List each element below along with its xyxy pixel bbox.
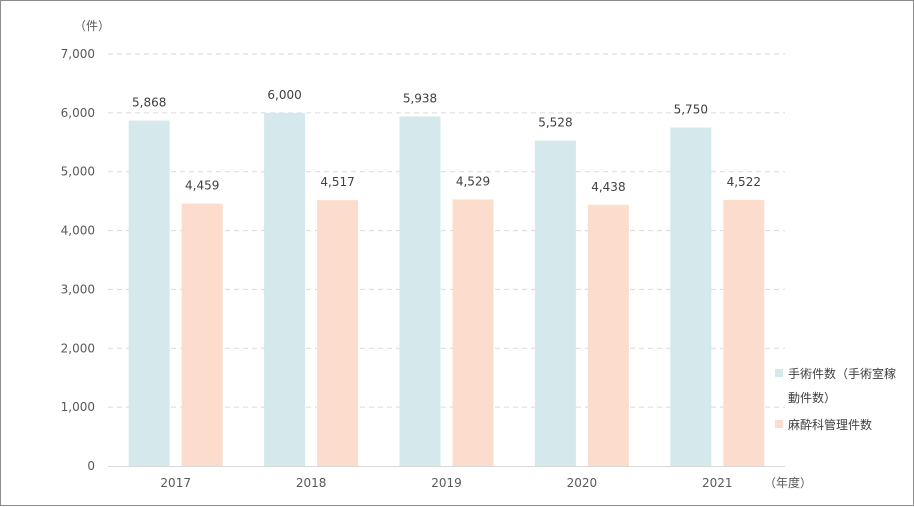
legend-label: 麻酔科管理件数: [788, 417, 872, 432]
y-tick-label: 0: [87, 459, 95, 473]
bar-series-2: [587, 204, 629, 467]
data-label: 4,522: [727, 175, 761, 189]
bar-series-1: [128, 120, 170, 467]
data-label: 5,528: [538, 116, 572, 130]
y-axis-ticks: 0 1,000 2,000 3,000 4,000 5,000 6,000 7,000: [61, 47, 95, 473]
data-label: 6,000: [267, 88, 301, 102]
value-labels: 5,868 4,459 6,000 4,517 5,938 4,529 5,528 4,438…: [132, 88, 761, 194]
bar-series-1: [399, 116, 441, 466]
legend-swatch: [775, 420, 783, 428]
x-tick-label: 2020: [567, 476, 598, 490]
bar-series-2: [317, 200, 359, 467]
y-tick-label: 6,000: [61, 106, 95, 120]
y-tick-label: 5,000: [61, 165, 95, 179]
data-label: 4,459: [185, 179, 219, 193]
bar-series-1: [264, 112, 306, 466]
legend-label: 手術件数（手術室稼: [788, 366, 896, 381]
bar-series-1: [670, 127, 712, 467]
x-tick-label: 2018: [296, 476, 327, 490]
data-label: 4,438: [591, 180, 625, 194]
y-tick-label: 1,000: [61, 400, 95, 414]
data-label: 4,517: [320, 175, 354, 189]
data-label: 4,529: [456, 174, 490, 188]
y-tick-label: 3,000: [61, 282, 95, 296]
x-axis-unit: （年度）: [764, 475, 812, 490]
legend-label: 動件数）: [788, 390, 836, 405]
x-tick-label: 2017: [160, 476, 191, 490]
data-label: 5,868: [132, 96, 166, 110]
bar-series-2: [452, 199, 494, 466]
x-axis-ticks: 2017 2018 2019 2020 2021: [160, 476, 732, 490]
x-tick-label: 2019: [431, 476, 462, 490]
bars: [128, 112, 765, 467]
data-label: 5,750: [674, 103, 708, 117]
y-tick-label: 4,000: [61, 224, 95, 238]
legend-swatch: [775, 369, 783, 377]
y-tick-label: 2,000: [61, 341, 95, 355]
x-tick-label: 2021: [702, 476, 733, 490]
y-axis-unit: （件）: [74, 19, 110, 33]
bar-series-2: [181, 203, 223, 466]
y-tick-label: 7,000: [61, 47, 95, 61]
data-label: 5,938: [403, 92, 437, 106]
bar-series-2: [723, 199, 765, 466]
bar-series-1: [534, 140, 576, 467]
